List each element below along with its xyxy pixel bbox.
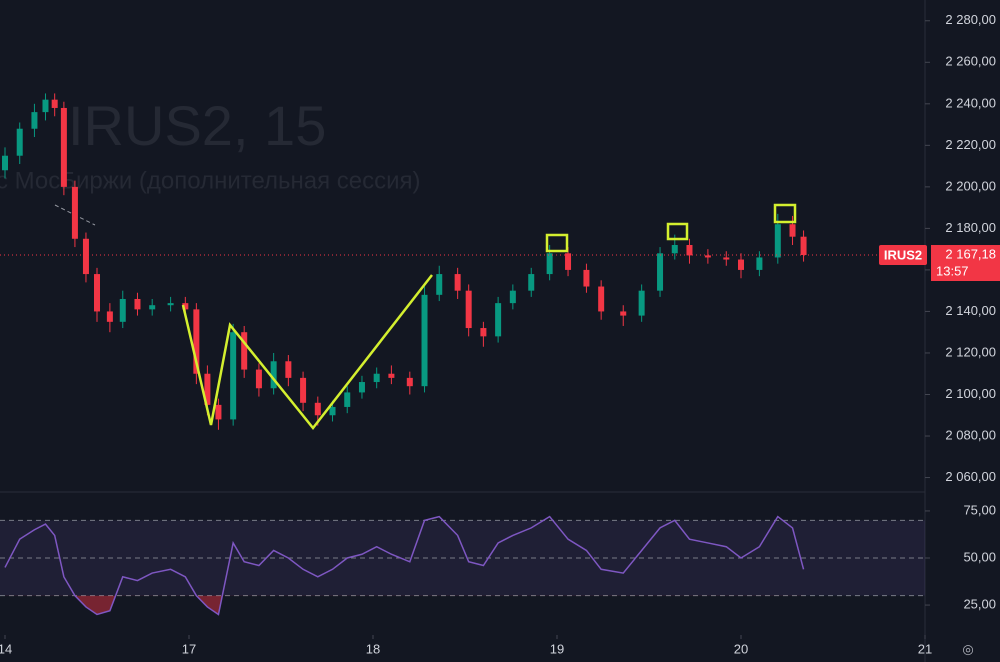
x-tick-label: 17 (182, 641, 196, 656)
highlight-box (666, 222, 689, 241)
y-tick-label: 2 220,00 (945, 137, 996, 152)
candle-body (686, 245, 693, 256)
candle-body (454, 274, 461, 291)
candle-body (671, 245, 678, 254)
candle-body (16, 128, 23, 156)
candle-body (358, 382, 365, 393)
candle-body (344, 392, 351, 407)
candle-body (119, 298, 126, 322)
y-tick-label: 75,00 (963, 502, 996, 517)
candle-body (215, 404, 222, 420)
candle-body (285, 361, 292, 378)
y-tick-label: 2 140,00 (945, 303, 996, 318)
y-tick-label: 2 080,00 (945, 427, 996, 442)
candle-body (546, 253, 553, 275)
y-tick-label: 2 240,00 (945, 95, 996, 110)
candle-body (241, 332, 248, 370)
candle-body (657, 253, 664, 291)
candle-body (723, 257, 730, 260)
candle-body (565, 253, 572, 270)
candle-body (373, 373, 380, 383)
settings-icon[interactable]: ◎ (962, 641, 973, 656)
x-tick-label: 19 (550, 641, 564, 656)
annotations (181, 203, 797, 431)
candle-body (638, 290, 645, 316)
candle-body (465, 290, 472, 329)
candle-body (42, 99, 49, 113)
rsi-oversold (74, 595, 223, 615)
candle-body (406, 377, 413, 387)
watermark-subtitle: с МосБиржи (дополнительная сессия) (0, 167, 421, 194)
watermark-title: IRUS2, 15 (68, 94, 326, 157)
candle-body (314, 402, 321, 416)
candle-body (800, 236, 807, 256)
candle-body (480, 328, 487, 337)
x-tick-label: 20 (734, 641, 748, 656)
y-tick-label: 2 200,00 (945, 178, 996, 193)
y-tick-label: 2 100,00 (945, 386, 996, 401)
x-tick-label: 14 (0, 641, 12, 656)
last-price-label: 2 167,18 (945, 246, 996, 261)
candle-body (270, 361, 277, 389)
symbol-tag-bg (879, 245, 927, 266)
candle-body (204, 373, 211, 405)
candle-body (789, 224, 796, 237)
candle-body (106, 311, 113, 322)
candle-body (388, 373, 395, 378)
candle-body (756, 257, 763, 270)
candle-body (738, 259, 744, 270)
candle-body (528, 274, 535, 291)
x-tick-label: 18 (366, 641, 380, 656)
y-tick-label: 2 120,00 (945, 344, 996, 359)
candle-body (704, 255, 711, 258)
candle-body (300, 377, 307, 403)
candle-body (620, 311, 627, 316)
candle-body (583, 269, 590, 287)
candle-body (149, 305, 156, 310)
candle-body (329, 406, 336, 416)
y-tick-label: 2 060,00 (945, 469, 996, 484)
y-tick-label: 50,00 (963, 549, 996, 564)
y-tick-label: 2 280,00 (945, 12, 996, 27)
candle-body (134, 298, 141, 310)
candle-body (94, 274, 100, 312)
candle-body (60, 107, 67, 187)
candle-body (598, 286, 605, 312)
highlight-box (545, 233, 569, 253)
candle-body (82, 238, 89, 275)
price-label-bg (931, 245, 1000, 282)
candle-body (255, 369, 262, 389)
candle-body (31, 112, 38, 129)
highlight-box (773, 203, 797, 224)
candle-body (193, 309, 200, 374)
candle-body (421, 294, 428, 387)
countdown: 13:57 (936, 263, 969, 278)
zigzag (181, 274, 433, 431)
rsi-line (4, 515, 805, 616)
x-tick-label: 21 (918, 641, 932, 656)
y-tick-label: 2 260,00 (945, 54, 996, 69)
candle-body (774, 224, 781, 258)
candle-body (436, 274, 443, 295)
candle-body (509, 290, 516, 304)
candle-body (51, 99, 58, 108)
y-tick-label: 2 180,00 (945, 220, 996, 235)
symbol-tag: IRUS2 (884, 247, 922, 262)
candle-body (230, 332, 237, 420)
candle-body (2, 155, 8, 171)
candle-body (495, 303, 502, 337)
candle-body (71, 186, 78, 239)
candle-body (182, 303, 189, 310)
candle-body (167, 303, 174, 306)
y-tick-label: 25,00 (963, 596, 996, 611)
